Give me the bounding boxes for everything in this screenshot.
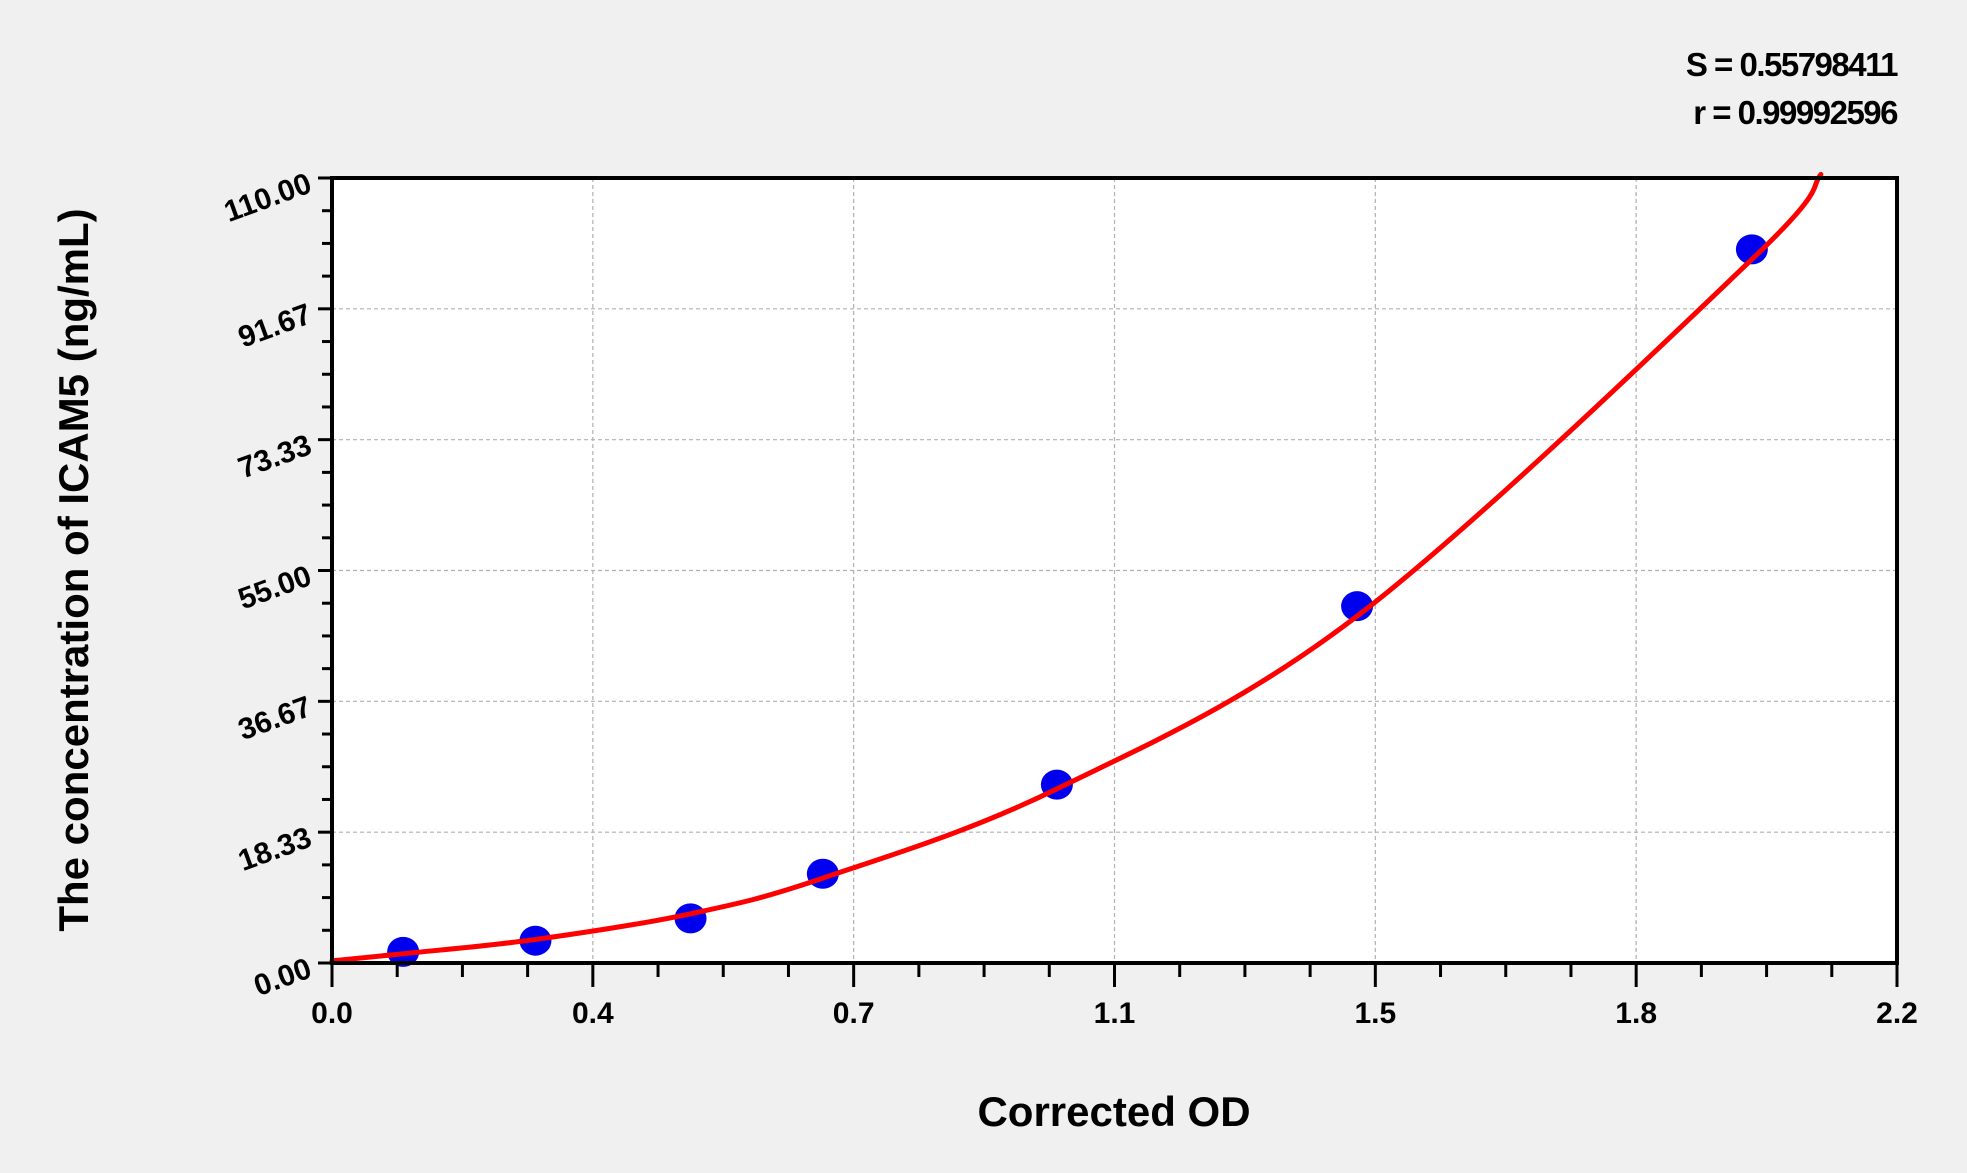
fit-curve-layer — [329, 171, 1824, 964]
x-tick-label: 1.1 — [1094, 997, 1136, 1030]
x-axis-title: Corrected OD — [977, 1088, 1250, 1135]
y-tick-label: 18.33 — [234, 821, 316, 878]
stat-r: r = 0.99992596 — [1693, 94, 1898, 131]
fit-curve-line — [329, 171, 1824, 964]
x-tick-label: 1.8 — [1615, 997, 1657, 1030]
x-tick-labels: 0.0 0.4 0.7 1.1 1.5 1.8 2.2 — [311, 997, 1918, 1030]
grid — [332, 178, 1897, 963]
y-tick-label: 36.67 — [234, 690, 316, 747]
x-tick-label: 0.4 — [572, 997, 614, 1030]
x-tick-label: 0.0 — [311, 997, 353, 1030]
data-point — [1341, 591, 1374, 622]
y-tick-label: 73.33 — [234, 429, 316, 486]
x-tick-label: 0.7 — [833, 997, 875, 1030]
y-tick-label: 0.00 — [250, 952, 316, 1003]
data-point — [1735, 234, 1768, 265]
x-tick-label: 2.2 — [1876, 997, 1918, 1030]
x-tick-label: 1.5 — [1354, 997, 1396, 1030]
stat-s: S = 0.55798411 — [1686, 46, 1898, 83]
y-tick-label: 55.00 — [234, 559, 316, 616]
y-tick-label: 91.67 — [234, 298, 316, 355]
y-tick-label: 110.00 — [220, 167, 316, 229]
y-axis-title: The concentration of ICAM5 (ng/mL) — [50, 208, 97, 931]
y-tick-labels: 0.00 18.33 36.67 55.00 73.33 91.67 110.00 — [220, 167, 316, 1003]
plot-frame — [330, 176, 1899, 965]
